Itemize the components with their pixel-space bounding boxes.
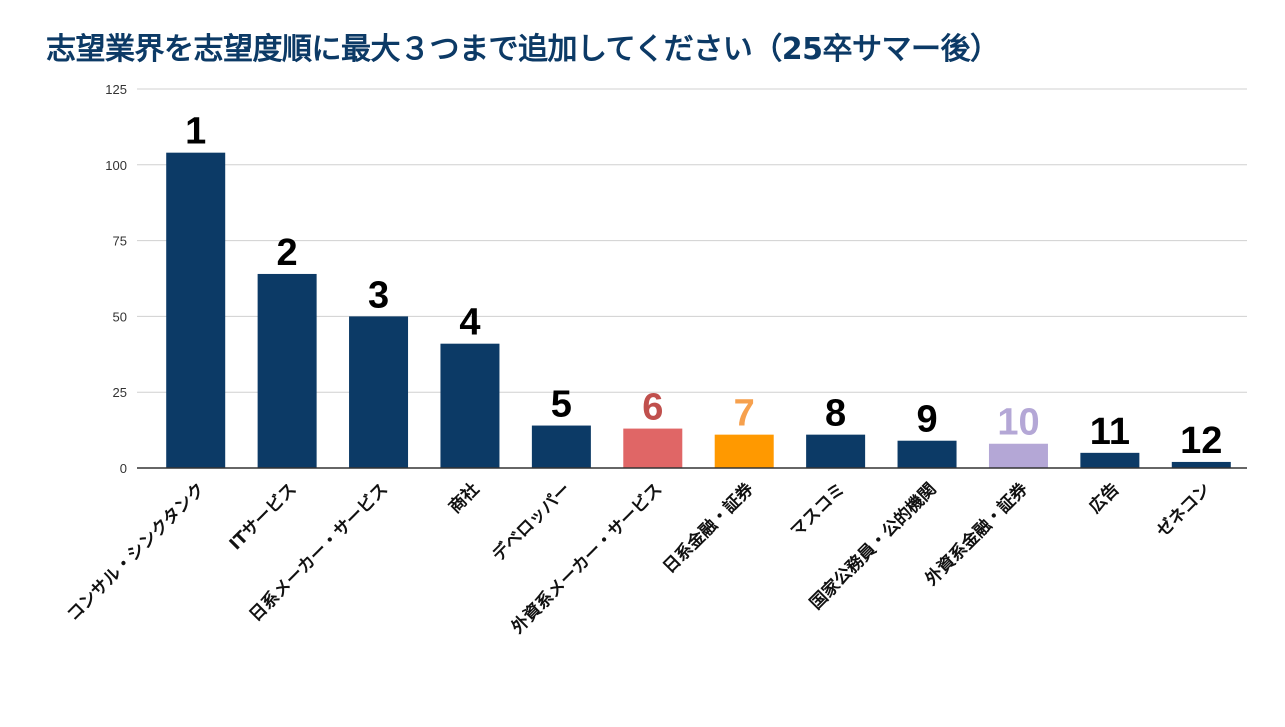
- rank-label: 1: [185, 111, 206, 153]
- y-tick-label: 100: [105, 158, 127, 173]
- page-title: 志望業界を志望度順に最大３つまで追加してください（25卒サマー後）: [46, 32, 1000, 67]
- y-tick-label: 50: [113, 309, 127, 324]
- bar: [440, 343, 500, 468]
- category-label: デベロッパー: [488, 479, 575, 566]
- y-tick-label: 125: [105, 82, 127, 97]
- category-label: マスコミ: [787, 479, 849, 541]
- rank-label: 7: [734, 393, 755, 435]
- bar: [349, 316, 409, 468]
- y-tick-label: 75: [113, 234, 127, 249]
- category-label: ゼネコン: [1152, 479, 1215, 542]
- bar: [1171, 461, 1231, 468]
- rank-label: 4: [459, 302, 480, 344]
- category-label: ITサービス: [226, 479, 301, 554]
- rank-label: 12: [1180, 420, 1222, 462]
- category-label: 外資系メーカー・サービス: [507, 479, 666, 638]
- category-label: コンサル・シンクタンク: [63, 479, 209, 625]
- bar: [988, 443, 1048, 468]
- bar: [714, 434, 774, 468]
- y-tick-label: 25: [113, 385, 127, 400]
- bars: [166, 152, 1231, 468]
- y-tick-label: 0: [120, 461, 127, 476]
- rank-label: 2: [277, 232, 298, 274]
- gridlines: [137, 88, 1247, 393]
- rank-label: 6: [642, 387, 663, 429]
- rank-label: 3: [368, 274, 389, 316]
- category-label: 商社: [445, 479, 484, 518]
- rank-label: 11: [1090, 411, 1130, 453]
- bar: [531, 425, 591, 468]
- bar: [623, 428, 683, 468]
- category-label: 広告: [1085, 479, 1124, 518]
- rank-label: 8: [825, 393, 846, 435]
- rank-label: 5: [551, 384, 572, 426]
- y-axis-ticks: 0 25 50 75 100 125: [105, 82, 127, 476]
- bar: [897, 440, 957, 468]
- category-label: 日系金融・証券: [659, 478, 759, 578]
- bar: [1080, 452, 1140, 468]
- rank-label: 10: [997, 402, 1039, 444]
- bar: [806, 434, 866, 468]
- bar: [257, 273, 317, 468]
- rank-label: 9: [916, 399, 937, 441]
- bar: [166, 152, 226, 468]
